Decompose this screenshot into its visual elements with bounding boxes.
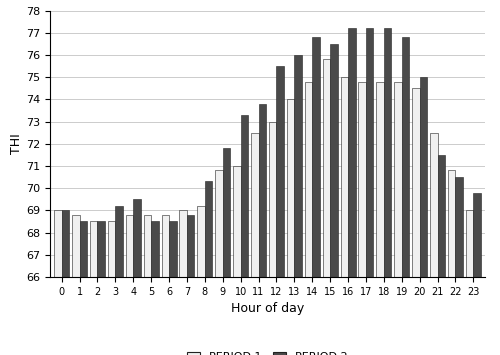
Bar [412, 88, 420, 277]
Bar [348, 28, 356, 277]
Legend: PERIOD 1, PERIOD 2: PERIOD 1, PERIOD 2 [184, 349, 351, 355]
Bar [358, 82, 366, 277]
Bar [366, 28, 374, 277]
Bar [304, 82, 312, 277]
Bar [240, 115, 248, 277]
Bar [251, 133, 258, 277]
Bar [98, 222, 105, 277]
Bar [438, 155, 445, 277]
Bar [233, 166, 240, 277]
Bar [376, 82, 384, 277]
Bar [222, 148, 230, 277]
Bar [144, 215, 151, 277]
Bar [466, 211, 473, 277]
Bar [402, 37, 409, 277]
Y-axis label: THI: THI [10, 133, 23, 154]
Bar [474, 193, 481, 277]
Bar [54, 211, 62, 277]
Bar [133, 199, 141, 277]
Bar [72, 215, 80, 277]
Bar [90, 222, 98, 277]
Bar [162, 215, 169, 277]
Bar [269, 122, 276, 277]
Bar [430, 133, 438, 277]
Bar [187, 215, 194, 277]
Bar [312, 37, 320, 277]
Bar [215, 170, 222, 277]
Bar [322, 60, 330, 277]
Bar [205, 181, 212, 277]
Bar [294, 55, 302, 277]
Bar [198, 206, 205, 277]
Bar [384, 28, 392, 277]
Bar [330, 44, 338, 277]
Bar [420, 77, 427, 277]
Bar [340, 77, 348, 277]
Bar [62, 211, 69, 277]
Bar [126, 215, 133, 277]
X-axis label: Hour of day: Hour of day [231, 302, 304, 315]
Bar [394, 82, 402, 277]
Bar [456, 177, 463, 277]
Bar [80, 222, 87, 277]
Bar [448, 170, 456, 277]
Bar [180, 211, 187, 277]
Bar [116, 206, 123, 277]
Bar [169, 222, 176, 277]
Bar [258, 104, 266, 277]
Bar [276, 66, 284, 277]
Bar [108, 222, 116, 277]
Bar [287, 99, 294, 277]
Bar [151, 222, 158, 277]
